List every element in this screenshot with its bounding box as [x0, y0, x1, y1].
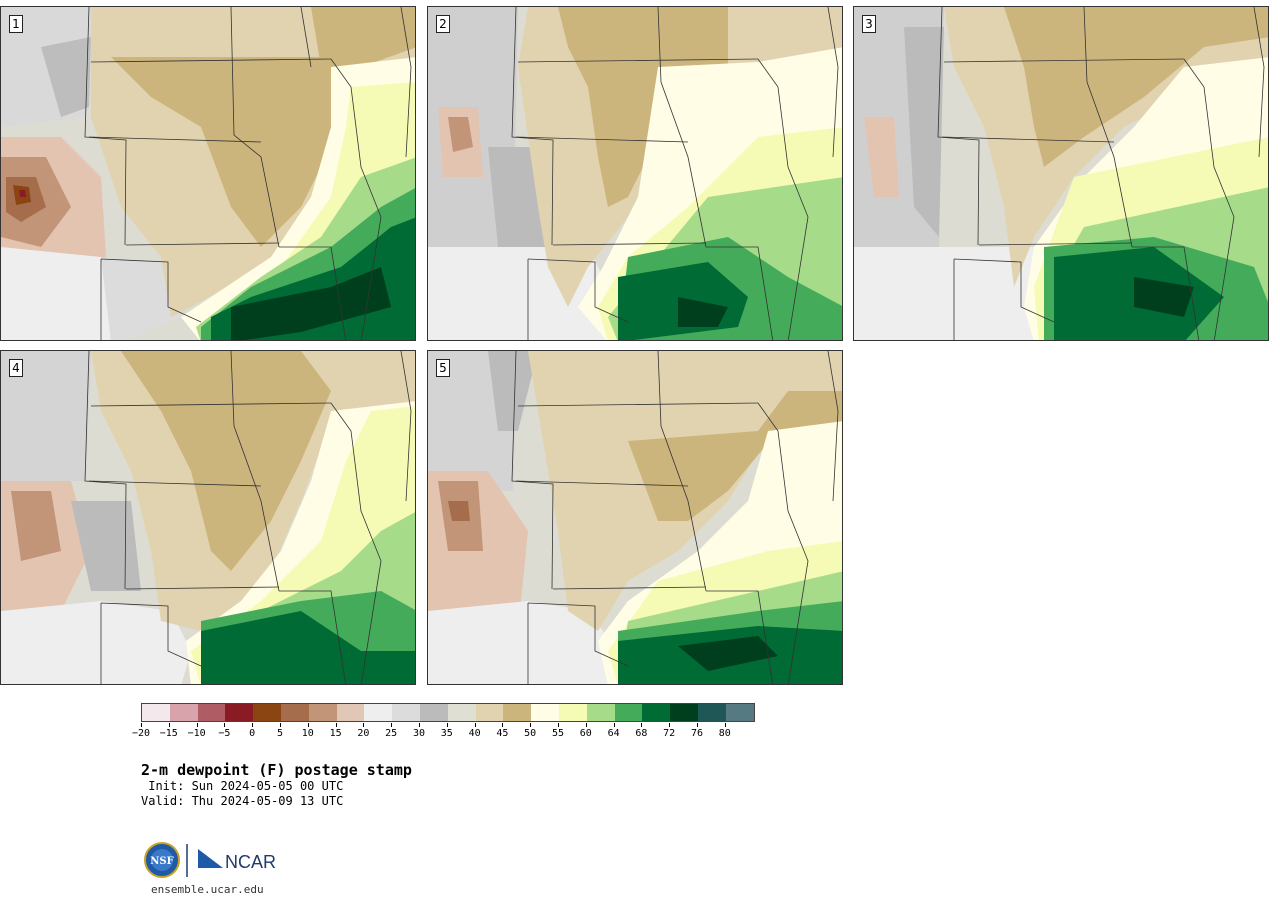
colorbar-tick-label: 68 — [635, 728, 648, 739]
colorbar-tick — [724, 723, 726, 727]
colorbar-cell — [142, 704, 170, 721]
colorbar-tick-labels: −20 −15 −10 −5 0 5 10 15 20 25 30 35 40 45 50 55 60 64 68 7… — [132, 723, 756, 743]
colorbar-cell — [558, 704, 587, 721]
colorbar-tick — [613, 723, 615, 727]
colorbar-tick-label: 80 — [718, 728, 731, 739]
colorbar-cell — [336, 704, 365, 721]
colorbar-tick-label: 35 — [440, 728, 453, 739]
dewpoint-colorbar — [141, 703, 755, 722]
colorbar-tick — [252, 723, 254, 727]
colorbar-tick — [669, 723, 671, 727]
colorbar-tick — [558, 723, 559, 727]
colorbar-tick — [697, 723, 698, 727]
dewpoint-map — [1, 7, 415, 340]
ensemble-member-panel-4: 4 — [0, 350, 416, 685]
colorbar-cell — [503, 704, 532, 721]
dewpoint-map — [854, 7, 1268, 340]
colorbar-tick-label: 30 — [412, 728, 426, 739]
colorbar-tick — [446, 723, 448, 727]
colorbar-cell — [475, 704, 504, 721]
logo-nsf-text: NSF — [150, 856, 173, 867]
panel-label: 2 — [436, 15, 450, 33]
colorbar-cell — [531, 704, 559, 721]
colorbar-cell — [392, 704, 420, 721]
colorbar-cell — [447, 704, 476, 721]
chart-title: 2-m dewpoint (F) postage stamp — [141, 761, 412, 779]
panel-label: 1 — [9, 15, 23, 33]
colorbar-cell — [614, 704, 643, 721]
panel-label: 4 — [9, 359, 23, 377]
colorbar-tick-label: 64 — [607, 728, 620, 739]
colorbar-tick-label: −20 — [131, 728, 151, 739]
colorbar-tick-label: 20 — [357, 728, 370, 739]
colorbar-tick-label: 60 — [579, 728, 592, 739]
colorbar-cell — [670, 704, 698, 721]
ensemble-member-panel-2: 2 — [427, 6, 843, 341]
colorbar-tick — [307, 723, 309, 727]
dewpoint-map — [428, 351, 842, 684]
ensemble-member-panel-5: 5 — [427, 350, 843, 685]
colorbar-cell — [697, 704, 726, 721]
colorbar-cell — [586, 704, 615, 721]
colorbar-tick — [391, 723, 393, 727]
colorbar-tick — [641, 723, 643, 727]
credit-url: ensemble.ucar.edu — [151, 883, 264, 896]
colorbar-tick — [585, 723, 587, 727]
colorbar-tick — [502, 723, 504, 727]
colorbar-tick-label: 5 — [276, 728, 284, 739]
colorbar-tick — [363, 723, 365, 727]
colorbar-tick-label: 45 — [496, 728, 509, 739]
dewpoint-map — [428, 7, 842, 340]
colorbar-cell — [308, 704, 337, 721]
colorbar-cell — [364, 704, 393, 721]
colorbar-tick-label: −15 — [159, 728, 178, 739]
colorbar-cell — [419, 704, 448, 721]
colorbar-tick-label: 50 — [524, 728, 537, 739]
colorbar-cell — [725, 704, 754, 721]
colorbar-tick-label: 76 — [690, 728, 704, 739]
colorbar-tick-label: 55 — [551, 728, 565, 739]
colorbar-cell — [169, 704, 198, 721]
colorbar-tick — [168, 723, 170, 727]
colorbar-tick — [224, 723, 226, 727]
init-time: Init: Sun 2024-05-05 00 UTC — [141, 779, 344, 793]
colorbar-tick — [141, 723, 142, 727]
panel-label: 5 — [436, 359, 450, 377]
colorbar-tick-label: 40 — [468, 728, 481, 739]
logo-ncar-text: NCAR — [225, 852, 276, 872]
colorbar-tick — [280, 723, 281, 727]
colorbar-tick-label: −10 — [187, 728, 206, 739]
colorbar-tick-label: −5 — [218, 728, 231, 739]
colorbar-tick-label: 25 — [385, 728, 398, 739]
colorbar-tick — [335, 723, 337, 727]
valid-time: Valid: Thu 2024-05-09 13 UTC — [141, 794, 344, 808]
colorbar-tick — [474, 723, 476, 727]
colorbar-cell — [642, 704, 671, 721]
ensemble-member-panel-1: 1 — [0, 6, 416, 341]
dewpoint-map — [1, 351, 415, 684]
colorbar-cell — [253, 704, 281, 721]
colorbar-tick-label: 72 — [663, 728, 676, 739]
colorbar-tick-label: 0 — [249, 728, 256, 739]
colorbar-tick — [530, 723, 532, 727]
nsf-ncar-logo: NSF NCAR — [143, 842, 283, 882]
colorbar-tick-label: 15 — [329, 728, 342, 739]
ensemble-member-panel-3: 3 — [853, 6, 1269, 341]
colorbar-cell — [197, 704, 226, 721]
colorbar-cell — [225, 704, 254, 721]
colorbar-cell — [280, 704, 309, 721]
colorbar-tick — [419, 723, 420, 727]
panel-label: 3 — [862, 15, 876, 33]
colorbar-tick-label: 10 — [301, 728, 314, 739]
colorbar-tick — [196, 723, 198, 727]
